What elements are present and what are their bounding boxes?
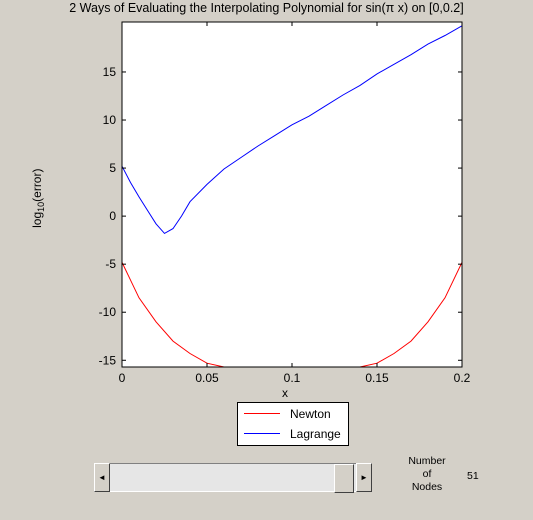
right-arrow-icon: ► (360, 473, 368, 482)
y-tick-label: 15 (103, 65, 117, 79)
y-tick-label: 5 (109, 161, 116, 175)
slider-thumb[interactable] (334, 464, 354, 493)
series-line-lagrange (122, 25, 462, 235)
legend-label-newton: Newton (290, 407, 331, 421)
x-tick-label: 0.15 (365, 371, 389, 385)
y-axis-label-sub: 10 (36, 201, 47, 212)
legend: Newton Lagrange (237, 402, 349, 446)
nodes-value: 51 (467, 470, 479, 482)
y-axis-label: log10(error) (30, 158, 46, 238)
left-arrow-icon: ◄ (98, 473, 106, 482)
x-tick-label: 0.2 (454, 371, 471, 385)
x-axis-label: x (282, 386, 288, 400)
legend-label-lagrange: Lagrange (290, 427, 341, 441)
nodes-label-line3: Nodes (411, 481, 443, 493)
nodes-slider[interactable]: ◄ ► (94, 463, 372, 494)
x-tick-label: 0.05 (195, 371, 219, 385)
y-tick-label: -10 (99, 305, 117, 319)
plot-area (122, 22, 462, 367)
y-tick-label: -15 (99, 353, 117, 367)
legend-line-newton (244, 413, 280, 414)
plot-title: 2 Ways of Evaluating the Interpolating P… (69, 1, 464, 15)
y-tick-label: -5 (105, 257, 116, 271)
x-tick-label: 0.1 (284, 371, 301, 385)
x-tick-label: 0 (119, 371, 126, 385)
series-line-newton (122, 262, 462, 367)
legend-item-newton: Newton (238, 404, 348, 424)
nodes-label-line1: Number (408, 455, 446, 467)
y-tick-label: 10 (103, 113, 117, 127)
y-axis-label-rest: (error) (29, 168, 44, 202)
nodes-label-line2: of (422, 468, 432, 480)
y-tick-label: 0 (109, 209, 116, 223)
nodes-label: Number of Nodes (402, 455, 452, 494)
legend-item-lagrange: Lagrange (238, 424, 348, 444)
y-axis-label-main: log (29, 211, 44, 228)
legend-line-lagrange (244, 433, 280, 434)
slider-track[interactable] (110, 463, 356, 493)
slider-right-arrow-button[interactable]: ► (356, 463, 372, 492)
plot-axes: 0 0.05 0.1 0.15 0.2 -15 -10 -5 0 5 10 15 (99, 21, 471, 385)
slider-left-arrow-button[interactable]: ◄ (94, 463, 110, 492)
